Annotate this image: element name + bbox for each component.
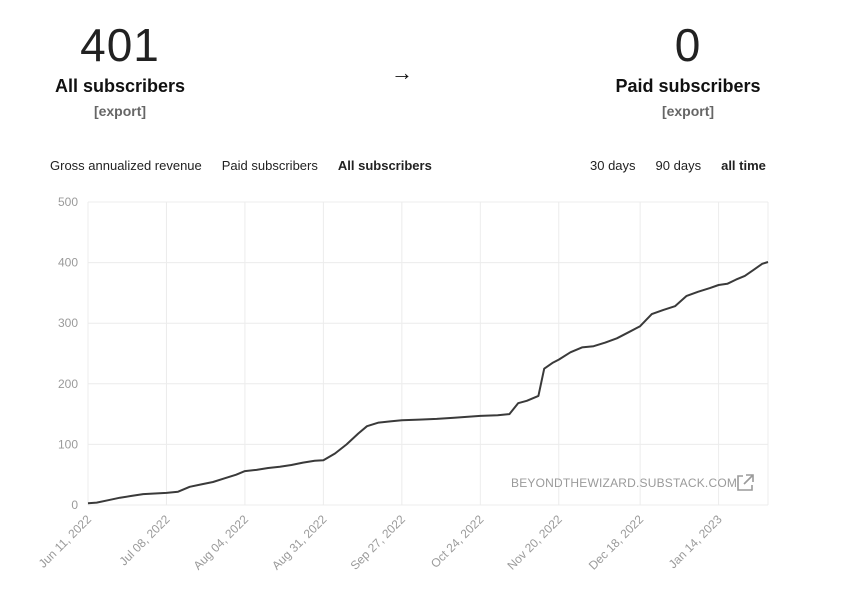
chart-grid bbox=[87, 201, 769, 506]
x-tick-label: Aug 04, 2022 bbox=[191, 512, 252, 573]
x-tick-label: Jan 14, 2023 bbox=[666, 512, 725, 571]
all-subscribers-count: 401 bbox=[80, 19, 160, 71]
tab-30-days[interactable]: 30 days bbox=[590, 158, 636, 173]
x-tick-label: Sep 27, 2022 bbox=[348, 512, 409, 573]
tab-all-subscribers[interactable]: All subscribers bbox=[337, 158, 432, 173]
range-tabs: 30 days 90 days all time bbox=[590, 158, 766, 173]
x-tick-label: Oct 24, 2022 bbox=[428, 512, 487, 571]
x-tick-label: Aug 31, 2022 bbox=[269, 512, 330, 573]
tab-gross-annualized-revenue[interactable]: Gross annualized revenue bbox=[50, 158, 202, 173]
y-tick-label: 0 bbox=[71, 498, 78, 512]
paid-subscribers-label: Paid subscribers bbox=[615, 76, 761, 96]
x-tick-label: Dec 18, 2022 bbox=[586, 512, 647, 573]
metric-tabs: Gross annualized revenue Paid subscriber… bbox=[50, 158, 432, 173]
x-axis-ticks: Jun 11, 2022 Jul 08, 2022 Aug 04, 2022 Aug … bbox=[36, 512, 725, 573]
x-tick-label: Jun 11, 2022 bbox=[36, 512, 95, 571]
series-line bbox=[87, 261, 769, 505]
y-tick-label: 200 bbox=[58, 377, 78, 391]
y-tick-label: 300 bbox=[58, 316, 78, 330]
all-subscribers-export-link[interactable]: [export] bbox=[93, 103, 147, 119]
watermark-text: BEYONDTHEWIZARD.SUBSTACK.COM bbox=[511, 476, 738, 490]
x-tick-label: Jul 08, 2022 bbox=[116, 512, 172, 568]
tab-all-time[interactable]: all time bbox=[721, 158, 766, 173]
all-subscribers-label: All subscribers bbox=[54, 76, 186, 96]
x-tick-label: Nov 20, 2022 bbox=[505, 512, 566, 573]
y-tick-label: 100 bbox=[58, 437, 78, 451]
y-tick-label: 500 bbox=[58, 195, 78, 209]
subscribers-line-chart: 0 100 200 300 400 500 Jun 11, 2022 Jul 08, 202… bbox=[36, 195, 769, 573]
tab-paid-subscribers[interactable]: Paid subscribers bbox=[221, 158, 318, 173]
paid-subscribers-stat: 0 Paid subscribers [export] bbox=[600, 22, 776, 119]
paid-subscribers-count: 0 bbox=[674, 19, 702, 71]
paid-subscribers-export-link[interactable]: [export] bbox=[661, 103, 715, 119]
external-link-icon[interactable] bbox=[735, 473, 755, 493]
arrow-icon: → bbox=[391, 60, 413, 85]
y-tick-label: 400 bbox=[58, 256, 78, 270]
all-subscribers-stat: 401 All subscribers [export] bbox=[40, 22, 200, 119]
tab-90-days[interactable]: 90 days bbox=[655, 158, 702, 173]
y-axis-ticks: 0 100 200 300 400 500 bbox=[58, 195, 78, 512]
